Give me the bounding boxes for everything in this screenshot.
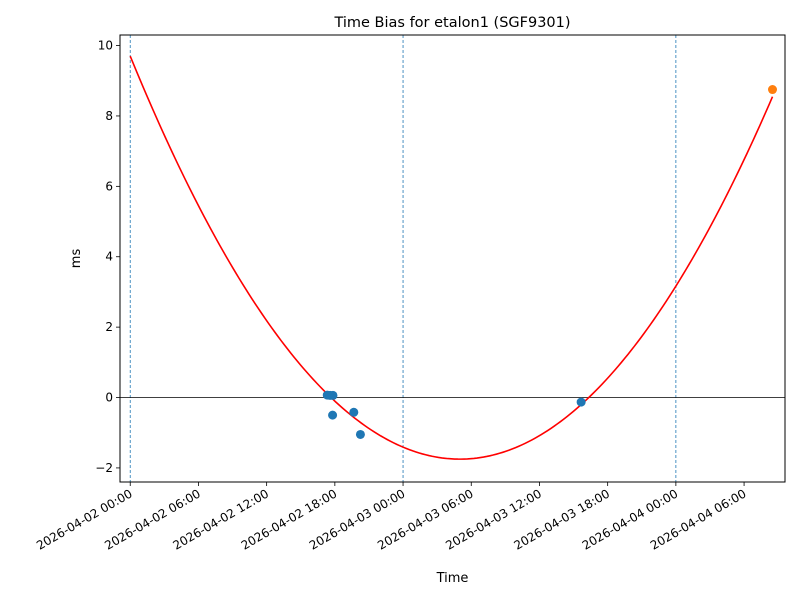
measurement-point xyxy=(328,390,338,400)
measurement-point xyxy=(349,407,359,417)
measurement-point xyxy=(328,410,338,420)
y-tick-label: 2 xyxy=(105,320,113,334)
fit-curve xyxy=(129,55,774,460)
y-tick-label: 6 xyxy=(105,179,113,193)
y-tick-label: −2 xyxy=(95,461,113,475)
y-axis-label: ms xyxy=(69,249,84,269)
axes-frame xyxy=(119,34,786,483)
chart-title: Time Bias for etalon1 (SGF9301) xyxy=(333,15,570,31)
y-tick-label: 8 xyxy=(105,109,113,123)
x-axis-label: Time xyxy=(436,571,469,586)
y-axis-ticks: −2 0 2 4 6 8 10 xyxy=(95,39,120,475)
measurement-point xyxy=(355,429,365,439)
y-tick-label: 4 xyxy=(105,250,113,264)
y-tick-label: 10 xyxy=(98,39,113,53)
y-tick-label: 0 xyxy=(105,391,113,405)
measurement-point xyxy=(576,397,586,407)
prediction-point xyxy=(767,85,777,95)
plot-area xyxy=(120,35,785,482)
